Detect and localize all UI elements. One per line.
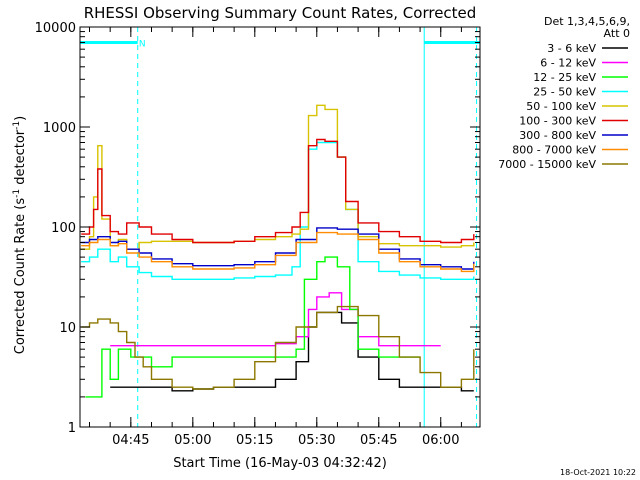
plot-area: N xyxy=(80,27,480,427)
footer-date: 18-Oct-2021 10:22 xyxy=(560,468,636,477)
x-tick-label: 04:45 xyxy=(112,433,149,448)
legend-label: 100 - 300 keV xyxy=(519,115,596,128)
annotation-label: N xyxy=(139,39,146,49)
legend-label: 12 - 25 keV xyxy=(533,71,596,84)
x-tick-label: 05:45 xyxy=(360,433,397,448)
x-tick-label: 05:15 xyxy=(236,433,273,448)
legend-label: 300 - 800 keV xyxy=(519,129,596,142)
y-tick-label: 1 xyxy=(68,421,76,436)
chart-title: RHESSI Observing Summary Count Rates, Co… xyxy=(84,4,477,22)
legend-label: 6 - 12 keV xyxy=(540,57,596,70)
legend-label: 50 - 100 keV xyxy=(526,100,596,113)
series-line-5 xyxy=(81,138,475,244)
axes: 1 10 100 1000 10000 04:45 05:00 05:15 05:30 05:45… xyxy=(35,21,481,448)
legend-title: Att 0 xyxy=(604,27,630,40)
y-axis-label: Corrected Count Rate (s-1 detector-1) xyxy=(12,116,28,354)
series-line-7 xyxy=(81,231,475,273)
series-line-1 xyxy=(110,292,441,347)
legend: Det 1,3,4,5,6,9,Att 0 3 - 6 keV 6 - 12 keV… xyxy=(498,15,630,171)
legend-label: 25 - 50 keV xyxy=(533,86,596,99)
legend-label: 7000 - 15000 keV xyxy=(498,158,596,171)
x-tick-label: 05:00 xyxy=(174,433,211,448)
series-line-6 xyxy=(81,227,475,270)
series-line-3 xyxy=(81,141,475,280)
series-line-8 xyxy=(81,305,475,390)
y-tick-label: 100 xyxy=(51,221,76,236)
x-axis-label: Start Time (16-May-03 04:32:42) xyxy=(173,456,387,471)
legend-label: 3 - 6 keV xyxy=(547,42,596,55)
x-tick-label: 05:30 xyxy=(298,433,335,448)
legend-label: 800 - 7000 keV xyxy=(512,144,596,157)
x-tick-label: 06:00 xyxy=(422,433,459,448)
legend-title: Det 1,3,4,5,6,9, xyxy=(544,15,630,28)
y-tick-label: 1000 xyxy=(43,121,76,136)
y-tick-label: 10000 xyxy=(35,21,76,36)
y-tick-label: 10 xyxy=(59,321,76,336)
